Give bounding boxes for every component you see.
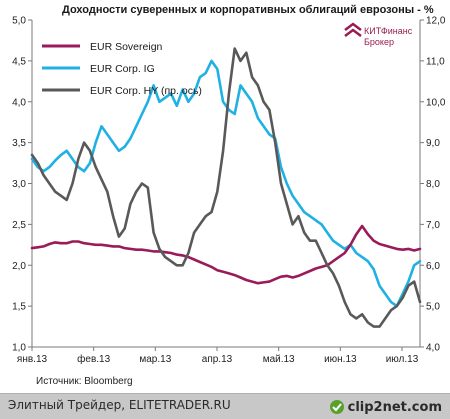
clip2net-text: clip2net.com [347, 399, 442, 415]
right-tick-label: 7,0 [426, 220, 440, 231]
footer-bar: Элитный Трейдер, ELITETRADER.RU clip2net… [0, 393, 450, 419]
left-tick-label: 5,0 [12, 16, 26, 27]
kit-finance-logo: КИТФинанс Брокер [344, 22, 413, 47]
x-tick-label: июл.13 [386, 354, 419, 365]
left-tick-label: 1,5 [12, 302, 26, 313]
x-tick-label: апр.13 [202, 354, 233, 365]
x-tick-label: мар.13 [139, 354, 171, 365]
left-tick-label: 2,5 [12, 220, 26, 231]
clip2net-icon [329, 400, 344, 414]
footer-watermark: Элитный Трейдер, ELITETRADER.RU [8, 398, 231, 412]
right-tick-label: 8,0 [426, 179, 440, 190]
left-tick-label: 3,0 [12, 179, 26, 190]
chart-title: Доходности суверенных и корпоративных об… [62, 4, 434, 16]
right-tick-label: 9,0 [426, 138, 440, 149]
series-line-eur-corp-ig [30, 59, 422, 308]
right-tick-label: 10,0 [426, 97, 446, 108]
legend-label: EUR Corp. HY (пр. ось) [90, 85, 202, 97]
right-tick-label: 5,0 [426, 302, 440, 313]
x-tick-label: июн.13 [324, 354, 357, 365]
legend-label: EUR Sovereign [90, 41, 163, 53]
chart-area: Доходности суверенных и корпоративных об… [12, 4, 446, 387]
x-tick-label: янв.13 [17, 354, 48, 365]
right-tick-label: 12,0 [426, 16, 446, 27]
right-tick-label: 11,0 [426, 56, 445, 67]
left-tick-label: 3,5 [12, 138, 26, 149]
logo-name: КИТФинанс [364, 26, 413, 36]
clip2net-logo[interactable]: clip2net.com [329, 396, 442, 418]
left-tick-label: 4,5 [12, 56, 26, 67]
left-tick-label: 4,0 [12, 97, 26, 108]
left-tick-label: 1,0 [12, 343, 26, 354]
right-tick-label: 4,0 [426, 343, 440, 354]
source-label: Источник: Bloomberg [36, 376, 133, 387]
x-tick-label: фев.13 [77, 353, 110, 365]
series-line-eur-sovereign [30, 224, 422, 285]
series-line-eur-corp-hy [30, 47, 422, 328]
yield-chart: Доходности суверенных и корпоративных об… [12, 4, 446, 387]
left-tick-label: 2,0 [12, 261, 26, 272]
logo-mark-icon [344, 22, 362, 37]
legend-label: EUR Corp. IG [90, 63, 155, 75]
right-tick-label: 6,0 [426, 261, 440, 272]
logo-sub: Брокер [364, 37, 394, 47]
x-tick-label: май.13 [263, 354, 295, 365]
